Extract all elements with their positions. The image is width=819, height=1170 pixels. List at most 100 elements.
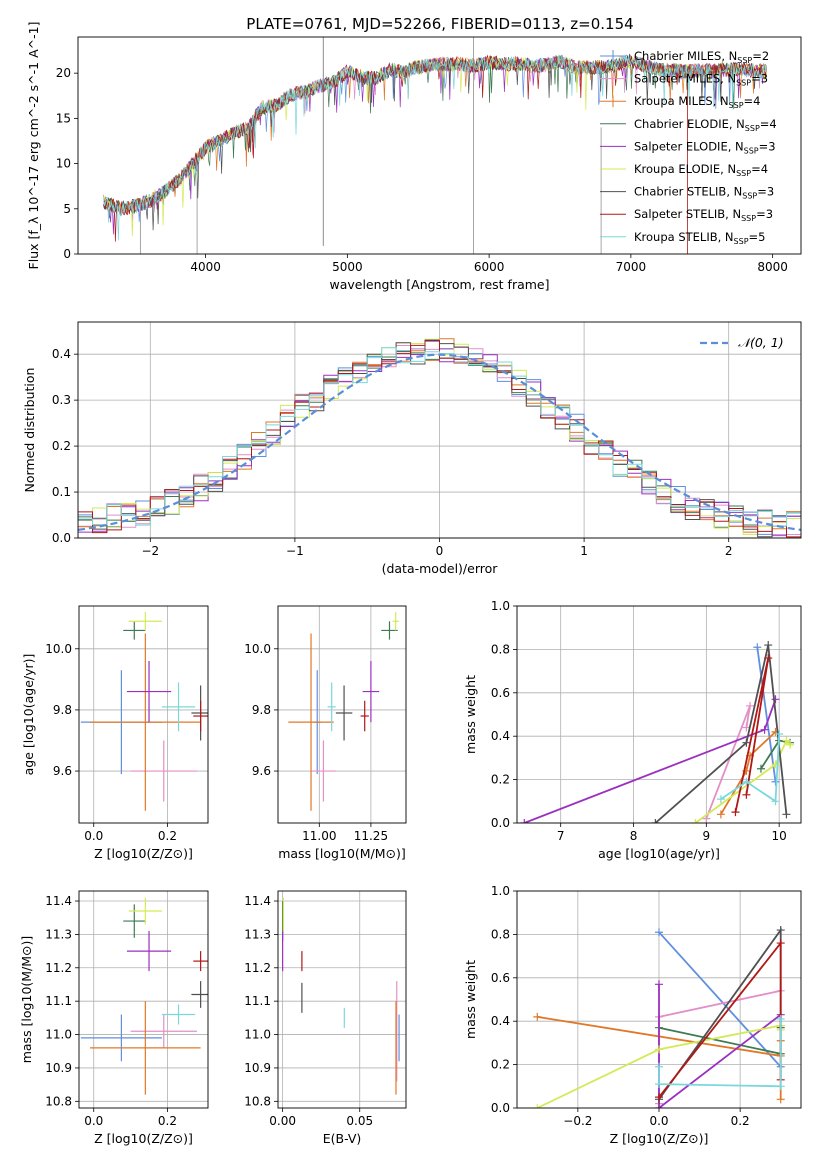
legend-text: Chabrier MILES, N: [634, 49, 737, 63]
point-kroupa-miles: [288, 633, 334, 811]
point-kroupa-stelib: [161, 682, 196, 732]
y-tick-label: 10.9: [244, 1061, 271, 1075]
series-kroupa-elodie: [691, 736, 795, 823]
series-marker: [533, 1012, 542, 1021]
series-marker: [655, 980, 663, 989]
series-marker: [655, 1104, 663, 1108]
legend-value: =3: [759, 139, 776, 153]
series-line: [654, 644, 788, 823]
x-tick-label: 0.0: [649, 1114, 668, 1128]
y-tick-label: 0.4: [52, 347, 71, 361]
series-chabrier-miles: [655, 928, 785, 1071]
point-kroupa-miles: [90, 1001, 201, 1095]
axes-frame: [78, 605, 209, 824]
legend-label: Chabrier MILES, NSSP=2: [634, 49, 769, 65]
y-tick-label: 0.4: [491, 1014, 510, 1028]
series-salpeter-stelib: [655, 939, 785, 1102]
series-marker: [651, 819, 660, 823]
point-chabrier-elodie: [381, 621, 398, 640]
hist-salpeter-stelib: [78, 340, 801, 538]
y-tick-label: 0.0: [52, 531, 71, 545]
mass-weight-vs-z-panel: −0.2 0.0 0.2 0.0 0.2 0.4 0.6 0.8 1.0 Z [log10(Z/Z…: [463, 884, 802, 1146]
x-axis-label: wavelength [Angstrom, rest frame]: [329, 277, 549, 292]
legend-label: Salpeter MILES, NSSP=3: [634, 72, 768, 88]
x-tick-label: 0: [436, 544, 444, 558]
series-marker: [782, 810, 791, 819]
y-tick-label: 11.2: [45, 961, 72, 975]
x-tick-label: 0.2: [158, 1114, 177, 1128]
spectrum-line-kroupa-stelib: [103, 54, 767, 241]
y-tick-label: 9.8: [252, 703, 271, 717]
point-salpeter-elodie: [126, 661, 172, 723]
axes-frame: [77, 321, 802, 539]
series-chabrier-miles: [753, 643, 780, 786]
x-tick-label: 6000: [474, 260, 505, 274]
y-axis-label: age [log10(age/yr)]: [21, 654, 36, 776]
point-kroupa-elodie: [128, 612, 162, 631]
series-marker: [655, 928, 663, 937]
legend-value: =5: [749, 230, 766, 244]
y-tick-label: 11.2: [244, 961, 271, 975]
series-marker: [520, 819, 529, 823]
y-tick-label: 11.0: [45, 1028, 72, 1042]
x-tick-label: 10: [772, 829, 787, 843]
y-tick-label: 0.2: [491, 773, 510, 787]
x-axis-label: mass [log10(M/M⊙)]: [278, 846, 406, 861]
x-axis-label: Z [log10(Z/Z⊙)]: [610, 1131, 709, 1146]
series-marker: [753, 643, 762, 652]
series-marker: [742, 790, 751, 799]
y-tick-label: 0.1: [52, 485, 71, 499]
y-tick-label: 20: [56, 66, 71, 80]
series-marker: [771, 695, 780, 704]
series-marker: [775, 730, 784, 739]
y-tick-label: 0.8: [491, 642, 510, 656]
mass-weight-vs-Z-plot-area: [533, 926, 785, 1108]
series-line: [694, 738, 791, 823]
series-marker: [655, 1045, 663, 1054]
legend-value: =3: [757, 185, 774, 199]
x-axis-label: age [log10(age/yr)]: [598, 846, 720, 861]
y-tick-label: 9.6: [252, 764, 271, 778]
series-line: [756, 647, 777, 782]
age-vs-mass-plot-area: [288, 612, 399, 811]
axes-frame: [78, 890, 209, 1109]
series-marker: [782, 736, 791, 745]
y-tick-label: 10.0: [244, 642, 271, 656]
legend-subscript: SSP: [736, 169, 751, 178]
point-kroupa-stelib: [161, 1004, 196, 1025]
mass-weight-vs-age-plot-area: [520, 641, 795, 823]
x-tick-label: 1: [580, 544, 588, 558]
point-kroupa-miles: [90, 633, 201, 811]
x-tick-label: 0.05: [346, 1114, 373, 1128]
point-salpeter-miles: [311, 740, 336, 802]
x-tick-label: 0.0: [84, 829, 103, 843]
y-tick-label: 9.6: [53, 764, 72, 778]
y-tick-label: 11.1: [244, 994, 271, 1008]
x-tick-label: 0.0: [84, 1114, 103, 1128]
spectrum-line-salpeter-stelib: [103, 54, 767, 242]
spectrum-plot-area: [103, 37, 767, 254]
point-kroupa-elodie: [392, 612, 399, 631]
y-tick-label: 0: [63, 247, 71, 261]
series-chabrier-stelib: [651, 641, 791, 823]
y-tick-label: 0.0: [491, 1101, 510, 1115]
series-marker: [776, 939, 785, 948]
series-salpeter-stelib: [731, 654, 773, 817]
point-salpeter-stelib: [193, 700, 208, 732]
legend-value: =4: [744, 94, 761, 108]
y-tick-label: 11.1: [45, 994, 72, 1008]
legend-text: Salpeter STELIB, N: [634, 207, 741, 221]
age-vs-mass-panel: 11.00 11.25 9.6 9.8 10.0 mass [log10(M/M⊙)]: [244, 605, 407, 861]
y-tick-label: 0.2: [52, 439, 71, 453]
point-salpeter-elodie: [126, 931, 172, 972]
x-axis-label: Z [log10(Z/Z⊙)]: [94, 846, 193, 861]
series-marker: [746, 701, 755, 710]
point-chabrier-miles: [80, 1014, 162, 1062]
series-marker: [776, 1015, 785, 1024]
series-kroupa-stelib: [655, 1015, 785, 1091]
y-tick-label: 10.9: [45, 1061, 72, 1075]
mass-vs-z-panel: 0.0 0.2 10.8 10.9 11.0 11.1 11.2 11.3 11.4 Z [log…: [19, 890, 209, 1146]
series-kroupa-stelib: [716, 730, 784, 806]
legend-text: Kroupa MILES, N: [634, 94, 729, 108]
age-vs-z-panel: 0.0 0.2 9.6 9.8 10.0 Z [log10(Z/Z⊙)] age [log1…: [21, 605, 209, 861]
